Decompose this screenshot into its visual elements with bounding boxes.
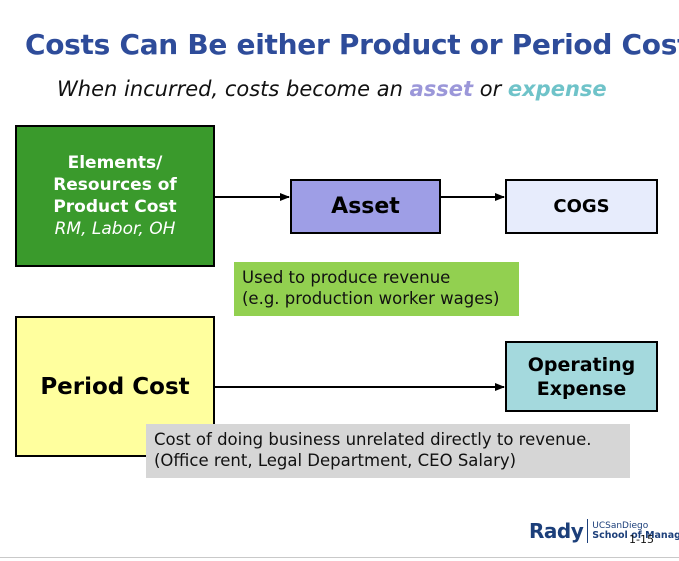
period-note-line-1: Cost of doing business unrelated directl… bbox=[154, 430, 592, 449]
operating-expense-box: Operating Expense bbox=[505, 341, 658, 412]
logo-school: School of Management bbox=[592, 530, 679, 541]
subtitle-asset-word: asset bbox=[409, 77, 474, 101]
logo-ucsd: UCSanDiego bbox=[592, 521, 649, 531]
bottom-rule bbox=[0, 557, 679, 558]
product-cost-elements-box: Elements/ Resources of Product Cost RM, … bbox=[15, 125, 215, 267]
opex-line-2: Expense bbox=[536, 377, 627, 400]
asset-box: Asset bbox=[290, 179, 441, 234]
cogs-box: COGS bbox=[505, 179, 658, 234]
asset-label: Asset bbox=[331, 194, 400, 219]
page-number: 1-15 bbox=[629, 533, 654, 546]
cogs-label: COGS bbox=[553, 196, 610, 217]
product-note-line-2: (e.g. production worker wages) bbox=[242, 289, 500, 308]
product-note-line-1: Used to produce revenue bbox=[242, 268, 451, 287]
elements-sub: RM, Labor, OH bbox=[54, 219, 176, 239]
product-cost-note: Used to produce revenue (e.g. production… bbox=[234, 262, 519, 316]
period-note-line-2: (Office rent, Legal Department, CEO Sala… bbox=[154, 451, 517, 470]
subtitle-expense-word: expense bbox=[507, 77, 607, 101]
period-cost-note: Cost of doing business unrelated directl… bbox=[146, 424, 630, 478]
logo-text: UCSanDiego School of Management bbox=[592, 521, 679, 541]
logo-divider bbox=[587, 519, 589, 543]
logo-rady: Rady bbox=[529, 519, 584, 543]
elements-line-3: Product Cost bbox=[53, 197, 177, 217]
opex-line-1: Operating bbox=[527, 353, 636, 376]
slide-subtitle: When incurred, costs become an asset or … bbox=[57, 77, 607, 101]
subtitle-prefix: When incurred, costs become an bbox=[57, 77, 410, 101]
rady-logo: Rady UCSanDiego School of Management bbox=[529, 519, 679, 543]
period-cost-label: Period Cost bbox=[40, 373, 190, 400]
subtitle-middle: or bbox=[473, 77, 508, 101]
elements-line-2: Resources of bbox=[53, 175, 177, 195]
slide-title: Costs Can Be either Product or Period Co… bbox=[25, 28, 679, 61]
elements-line-1: Elements/ bbox=[67, 153, 163, 173]
